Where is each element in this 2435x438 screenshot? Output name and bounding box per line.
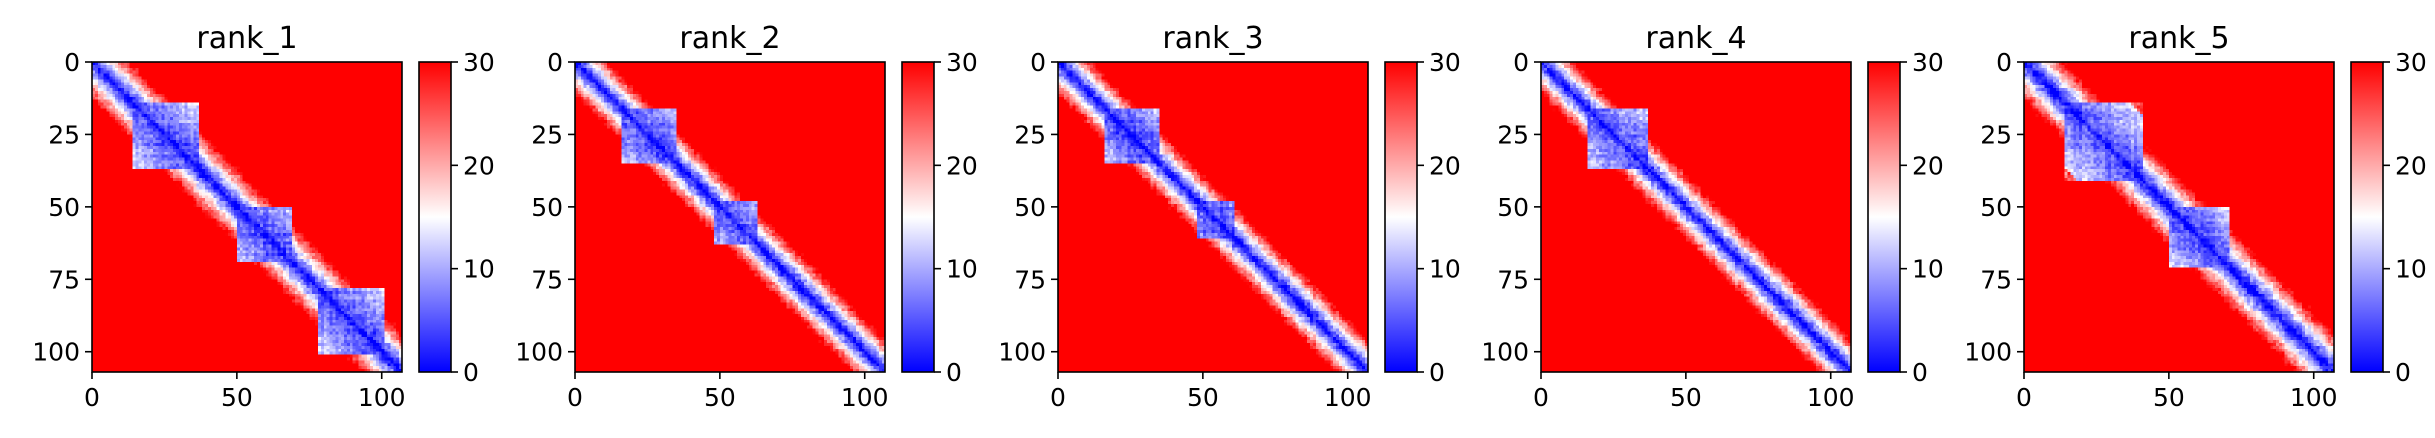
colorbar-tick-label: 0 [1912, 358, 1928, 387]
heatmap-image [2024, 62, 2334, 372]
x-tick-label: 50 [1187, 383, 1219, 412]
colorbar-frame [418, 61, 452, 373]
colorbar [1868, 62, 1900, 372]
y-tick-label: 100 [998, 338, 1046, 367]
y-tick-label: 0 [1030, 48, 1046, 77]
colorbar-tick-label: 20 [946, 151, 978, 180]
y-tick-label: 25 [1497, 120, 1529, 149]
axes-frame [1540, 61, 1852, 373]
y-tick-label: 50 [1497, 193, 1529, 222]
y-tick-label: 75 [1980, 265, 2012, 294]
colorbar-tick-label: 30 [1912, 48, 1944, 77]
x-tick-label: 100 [358, 383, 406, 412]
colorbar-frame [901, 61, 935, 373]
y-tick-label: 25 [48, 120, 80, 149]
colorbar-tick-label: 30 [946, 48, 978, 77]
colorbar-tick-label: 10 [463, 255, 495, 284]
y-tick-label: 25 [531, 120, 563, 149]
heatmap-image [92, 62, 402, 372]
y-tick-label: 0 [1513, 48, 1529, 77]
colorbar [2351, 62, 2383, 372]
y-tick-label: 75 [1014, 265, 1046, 294]
colorbar-tick-label: 10 [1429, 255, 1461, 284]
colorbar-frame [1384, 61, 1418, 373]
y-tick-label: 100 [1481, 338, 1529, 367]
x-tick-label: 50 [2153, 383, 2185, 412]
colorbar-tick-label: 30 [2395, 48, 2427, 77]
y-tick-label: 50 [1014, 193, 1046, 222]
colorbar-tick-label: 0 [946, 358, 962, 387]
colorbar [1385, 62, 1417, 372]
x-tick-label: 100 [2290, 383, 2338, 412]
panel-title: rank_1 [196, 21, 297, 56]
x-tick-label: 0 [84, 383, 100, 412]
panel-title: rank_2 [679, 21, 780, 56]
x-tick-label: 100 [1807, 383, 1855, 412]
colorbar-tick-label: 20 [1429, 151, 1461, 180]
axes-frame [1057, 61, 1369, 373]
x-tick-label: 0 [567, 383, 583, 412]
colorbar-tick-label: 30 [1429, 48, 1461, 77]
colorbar-tick-label: 0 [1429, 358, 1445, 387]
colorbar-tick-label: 0 [2395, 358, 2411, 387]
y-tick-label: 75 [1497, 265, 1529, 294]
x-tick-label: 50 [221, 383, 253, 412]
x-tick-label: 50 [1670, 383, 1702, 412]
y-tick-label: 0 [1996, 48, 2012, 77]
colorbar-tick-label: 20 [463, 151, 495, 180]
x-tick-label: 0 [1533, 383, 1549, 412]
x-tick-label: 0 [1050, 383, 1066, 412]
panel-title: rank_4 [1645, 21, 1746, 56]
y-tick-label: 50 [1980, 193, 2012, 222]
heatmap-image [1058, 62, 1368, 372]
colorbar [419, 62, 451, 372]
colorbar-frame [1867, 61, 1901, 373]
heatmap-image [575, 62, 885, 372]
x-tick-label: 50 [704, 383, 736, 412]
colorbar [902, 62, 934, 372]
x-tick-label: 0 [2016, 383, 2032, 412]
panel-title: rank_3 [1162, 21, 1263, 56]
colorbar-tick-label: 0 [463, 358, 479, 387]
y-tick-label: 75 [531, 265, 563, 294]
panel-title: rank_5 [2128, 21, 2229, 56]
axes-frame [91, 61, 403, 373]
y-tick-label: 100 [1964, 338, 2012, 367]
colorbar-tick-label: 10 [1912, 255, 1944, 284]
heatmap-image [1541, 62, 1851, 372]
y-tick-label: 50 [48, 193, 80, 222]
x-tick-label: 100 [841, 383, 889, 412]
axes-frame [574, 61, 886, 373]
x-tick-label: 100 [1324, 383, 1372, 412]
y-tick-label: 25 [1980, 120, 2012, 149]
axes-frame [2023, 61, 2335, 373]
colorbar-tick-label: 20 [2395, 151, 2427, 180]
colorbar-tick-label: 10 [2395, 255, 2427, 284]
y-tick-label: 0 [64, 48, 80, 77]
colorbar-tick-label: 30 [463, 48, 495, 77]
y-tick-label: 100 [32, 338, 80, 367]
y-tick-label: 50 [531, 193, 563, 222]
y-tick-label: 75 [48, 265, 80, 294]
y-tick-label: 100 [515, 338, 563, 367]
colorbar-tick-label: 20 [1912, 151, 1944, 180]
colorbar-frame [2350, 61, 2384, 373]
colorbar-tick-label: 10 [946, 255, 978, 284]
y-tick-label: 25 [1014, 120, 1046, 149]
y-tick-label: 0 [547, 48, 563, 77]
